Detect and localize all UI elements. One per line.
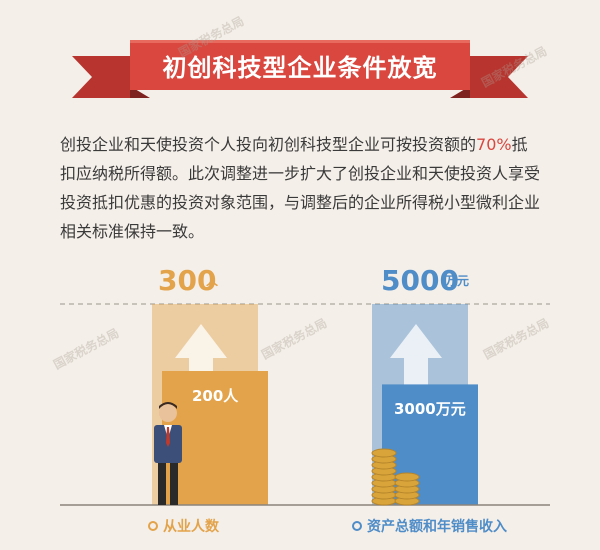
- new-limit-unit-employees: 人: [206, 274, 219, 288]
- person-leg-icon: [158, 463, 166, 505]
- new-limit-value-assets: 5000: [381, 264, 459, 297]
- comparison-chart: [60, 303, 550, 506]
- new-limit-value-employees: 300: [158, 264, 217, 297]
- person-tie-icon: [166, 427, 170, 447]
- person-hair-icon: [159, 402, 177, 409]
- person-leg-icon: [170, 463, 178, 505]
- page-title: 初创科技型企业条件放宽: [162, 53, 438, 82]
- legend-dot-icon: [148, 521, 158, 531]
- coin-icon: [371, 448, 397, 458]
- legend-label: 从业人数: [163, 519, 219, 535]
- paragraph-text-after: 抵扣应纳税所得额。此次调整进一步扩大了创投企业和天使投资人享受投资抵扣优惠的投资…: [60, 135, 541, 241]
- legend-dot-icon: [352, 521, 362, 531]
- ribbon-shape: [72, 40, 528, 98]
- up-arrow-icon: [390, 324, 442, 395]
- highlight-percent: 70%: [476, 135, 512, 154]
- title-banner: 初创科技型企业条件放宽 国家税务总局 国家税务总局: [0, 0, 600, 110]
- paragraph-text-before: 创投企业和天使投资个人投向初创科技型企业可按投资额的: [60, 135, 477, 154]
- coin-icon: [394, 472, 420, 482]
- policy-description: 创投企业和天使投资个人投向初创科技型企业可按投资额的70%抵扣应纳税所得额。此次…: [60, 130, 540, 246]
- legend-label: 资产总额和年销售收入: [367, 519, 507, 535]
- old-limit-label-assets: 3000万元: [394, 400, 466, 419]
- legend-employees: 从业人数: [148, 516, 219, 536]
- new-limit-unit-assets: 万元: [445, 274, 470, 288]
- legend-assets: 资产总额和年销售收入: [352, 516, 507, 536]
- person-head-icon: [159, 404, 177, 422]
- up-arrow-icon: [175, 324, 227, 381]
- old-limit-label-employees: 200人: [192, 387, 239, 405]
